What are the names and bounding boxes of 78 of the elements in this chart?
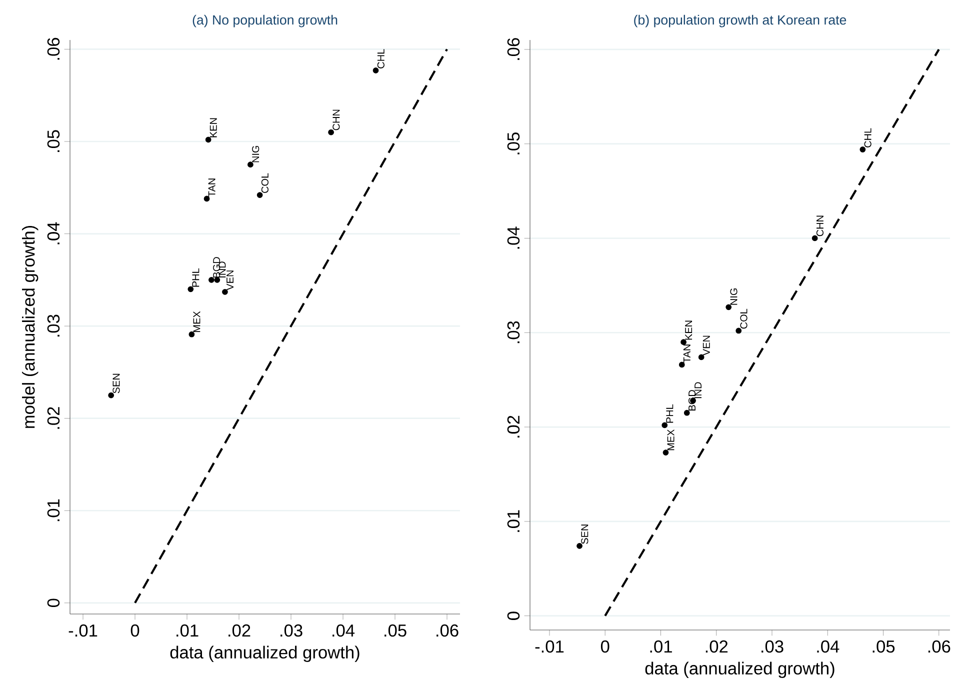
y-tick-label: .06	[47, 38, 60, 60]
annotation: IND	[694, 382, 702, 398]
point	[222, 288, 228, 295]
annotation: VEN	[702, 336, 710, 356]
y-tick-label: 0	[47, 598, 60, 608]
point	[188, 331, 195, 338]
y-tick-label: .04	[47, 222, 60, 244]
point	[372, 68, 379, 74]
x-tick-label: -.01	[68, 624, 98, 637]
point	[248, 162, 254, 168]
x-tick-label: .02	[706, 640, 728, 653]
x-tick-label: 0	[600, 640, 610, 653]
point	[328, 129, 334, 136]
point	[698, 354, 704, 360]
y-tick-label: .04	[507, 226, 520, 249]
point	[208, 276, 214, 283]
x-tick-label: .02	[228, 624, 250, 637]
annotation: MEX	[667, 429, 674, 450]
annotation: CHN	[332, 110, 340, 130]
annotation: SEN	[112, 374, 120, 394]
point	[860, 146, 866, 152]
point	[576, 543, 582, 549]
y-tick-label: .06	[507, 38, 520, 60]
y-tick-label: .01	[507, 510, 520, 532]
x-tick-label: .06	[436, 624, 458, 637]
x-axis-title: data (annualized growth)	[645, 662, 834, 678]
annotation: TAN	[683, 344, 690, 363]
point	[204, 196, 210, 202]
point	[678, 362, 685, 368]
x-tick-label: -.01	[535, 640, 564, 653]
annotation: NIG	[730, 288, 738, 305]
annotation: COL	[740, 308, 748, 329]
point	[684, 410, 690, 416]
annotation: PHL	[192, 268, 200, 287]
annotation: PHL	[666, 404, 674, 423]
annotation: SEN	[581, 524, 588, 544]
y-tick-label: 0	[507, 612, 520, 620]
chart-title: (a) No population growth	[192, 14, 338, 28]
annotation: KEN	[210, 118, 217, 138]
x-tick-label: .04	[332, 624, 355, 637]
annotation: CHN	[816, 216, 824, 236]
point	[188, 286, 194, 292]
point	[205, 136, 212, 143]
annotation: VEN	[226, 270, 234, 290]
y-tick-label: .03	[507, 321, 520, 344]
y-tick-label: .01	[47, 499, 60, 522]
point	[812, 235, 818, 242]
point	[662, 450, 669, 456]
y-tick-label: .05	[47, 130, 60, 152]
x-tick-label: .04	[817, 640, 840, 653]
x-tick-label: .05	[872, 640, 895, 653]
y-tick-label: .03	[47, 314, 60, 337]
x-tick-label: .03	[762, 640, 784, 653]
point	[256, 192, 263, 198]
x-tick-label: .01	[176, 624, 198, 637]
annotation: KEN	[685, 320, 692, 340]
x-tick-label: .06	[928, 640, 950, 653]
point	[108, 392, 114, 398]
x-tick-label: .03	[280, 624, 302, 637]
chart-title: (b) population growth at Korean rate	[634, 14, 846, 28]
annotation: MEX	[193, 311, 200, 332]
x-axis-title: data (annualized growth)	[170, 646, 360, 662]
point	[662, 422, 668, 428]
x-tick-label: 0	[130, 624, 140, 637]
x-tick-label: .05	[384, 624, 406, 637]
y-tick-label: .02	[507, 416, 520, 438]
annotation: NIG	[252, 146, 260, 162]
x-tick-label: .01	[650, 640, 672, 653]
point	[726, 304, 732, 310]
annotation: CHL	[377, 49, 384, 68]
annotation: CHL	[864, 128, 872, 148]
y-tick-label: .05	[507, 132, 520, 154]
y-tick-label: .02	[47, 407, 60, 429]
annotation: COL	[261, 173, 268, 193]
y-axis-title: model (annualized growth)	[22, 226, 38, 428]
annotation: BGD	[213, 257, 220, 278]
point	[736, 328, 742, 334]
annotation: TAN	[208, 178, 216, 197]
